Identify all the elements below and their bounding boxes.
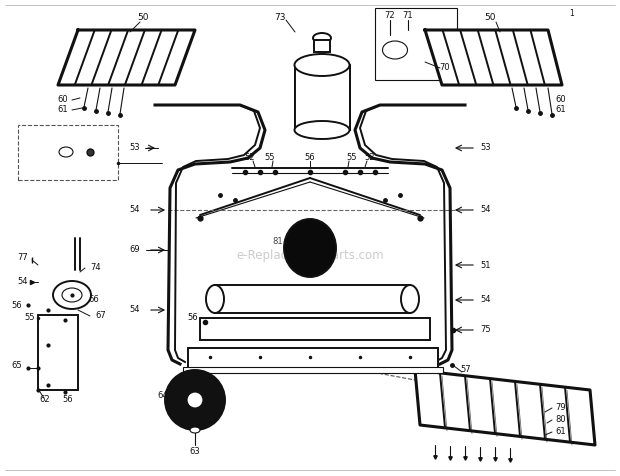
Ellipse shape — [59, 147, 73, 157]
Text: 61: 61 — [555, 427, 565, 436]
Bar — [38, 315, 78, 390]
Bar — [200, 318, 430, 340]
Text: 54: 54 — [37, 129, 48, 138]
Ellipse shape — [383, 41, 407, 59]
Text: 76: 76 — [60, 129, 72, 138]
Text: 1: 1 — [570, 9, 574, 18]
Text: Ce: Ce — [215, 364, 226, 373]
Text: 63: 63 — [190, 447, 200, 456]
Ellipse shape — [401, 285, 419, 313]
Bar — [183, 367, 443, 373]
Text: 54: 54 — [17, 278, 28, 287]
Circle shape — [187, 392, 203, 408]
Text: 56: 56 — [11, 300, 22, 309]
Text: 66: 66 — [88, 296, 99, 305]
Text: 53: 53 — [130, 143, 140, 152]
Text: 68: 68 — [60, 336, 71, 345]
Bar — [314, 40, 330, 52]
Text: 56: 56 — [63, 396, 73, 405]
Text: 52: 52 — [365, 152, 375, 161]
Ellipse shape — [206, 285, 224, 313]
Text: 56: 56 — [84, 129, 95, 138]
Text: 54: 54 — [130, 306, 140, 315]
Bar — [18, 125, 118, 180]
Text: 70: 70 — [440, 63, 450, 72]
Text: 71: 71 — [402, 10, 414, 20]
Text: 75: 75 — [480, 326, 490, 335]
Text: 79: 79 — [555, 404, 565, 413]
Text: 55: 55 — [347, 152, 357, 161]
Text: 54: 54 — [480, 296, 490, 305]
Ellipse shape — [62, 288, 82, 302]
Text: 60: 60 — [58, 96, 68, 105]
Text: 72: 72 — [384, 10, 396, 20]
Ellipse shape — [284, 219, 336, 277]
Text: 56: 56 — [304, 152, 316, 161]
Text: 50: 50 — [137, 13, 149, 22]
Ellipse shape — [294, 121, 350, 139]
Text: 55: 55 — [265, 152, 275, 161]
Text: 81: 81 — [273, 238, 283, 247]
Bar — [188, 348, 438, 368]
Text: e-ReplacementParts.com: e-ReplacementParts.com — [236, 248, 384, 261]
Ellipse shape — [313, 33, 331, 43]
Text: 50: 50 — [484, 13, 496, 22]
Text: 57: 57 — [460, 366, 471, 375]
Bar — [375, 8, 457, 80]
Text: 65: 65 — [11, 360, 22, 369]
Text: 52: 52 — [245, 152, 255, 161]
Bar — [215, 285, 410, 313]
Bar — [295, 65, 350, 130]
Text: 74: 74 — [90, 264, 100, 272]
Polygon shape — [425, 30, 562, 85]
Text: 54: 54 — [480, 206, 490, 215]
Ellipse shape — [53, 281, 91, 309]
Text: 61: 61 — [58, 106, 68, 115]
Text: 59: 59 — [305, 318, 315, 327]
Text: 60: 60 — [555, 96, 565, 105]
Text: 64: 64 — [157, 390, 168, 399]
Polygon shape — [415, 370, 595, 445]
Text: 80: 80 — [555, 416, 565, 425]
Text: 58: 58 — [304, 304, 316, 313]
Text: 55: 55 — [25, 314, 35, 323]
Text: 53: 53 — [480, 143, 490, 152]
Text: 54: 54 — [130, 206, 140, 215]
Polygon shape — [58, 30, 195, 85]
Text: 77: 77 — [17, 254, 28, 262]
Ellipse shape — [190, 427, 200, 433]
Text: 62: 62 — [40, 396, 50, 405]
Text: 67: 67 — [95, 310, 106, 319]
Ellipse shape — [294, 54, 350, 76]
Text: 69: 69 — [130, 246, 140, 255]
Text: 73: 73 — [274, 13, 286, 22]
Text: 51: 51 — [480, 260, 490, 269]
Text: 56: 56 — [187, 314, 198, 323]
Text: 61: 61 — [555, 106, 565, 115]
Circle shape — [165, 370, 225, 430]
